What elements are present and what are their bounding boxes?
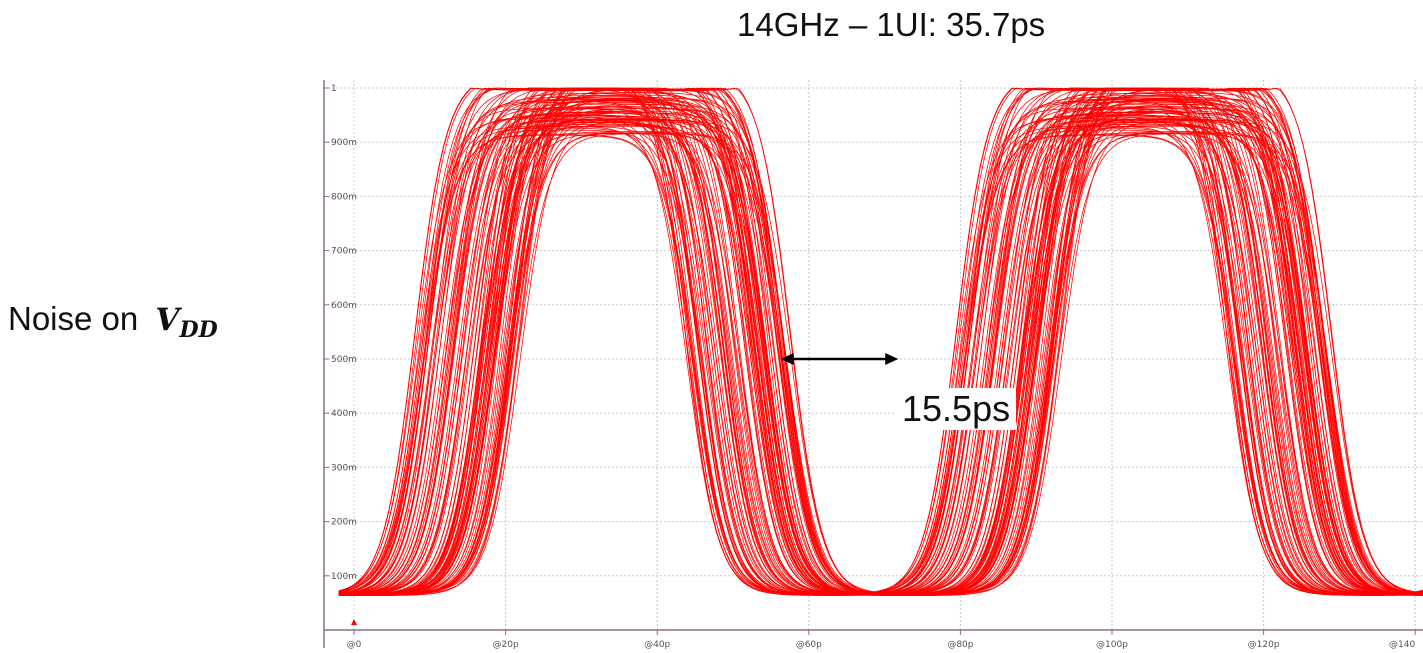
- eye-trace: [338, 119, 1423, 595]
- x-tick-label: @20p: [493, 640, 519, 650]
- arrow-head-left: [780, 353, 794, 365]
- eye-trace: [338, 106, 1423, 595]
- y-tick-label: 900m: [331, 138, 357, 148]
- vdd-symbol-subscript: DD: [179, 317, 218, 343]
- tick-labels: @0 @20p @40p @60p @80p @100p @120p @140 100m 200m…: [324, 84, 1416, 650]
- y-tick-label: 100m: [331, 572, 357, 582]
- vdd-symbol: VDD: [155, 302, 217, 343]
- eye-trace: [338, 107, 1423, 595]
- eye-trace: [338, 98, 1423, 596]
- vdd-symbol-letter: V: [155, 302, 180, 338]
- x-tick-label: @100p: [1096, 640, 1128, 650]
- y-tick-label: 800m: [331, 192, 357, 202]
- origin-marker: [351, 619, 357, 625]
- y-tick-label: 1: [331, 84, 337, 94]
- chart-title: 14GHz – 1UI: 35.7ps: [737, 6, 1046, 43]
- eye-trace: [338, 125, 1423, 595]
- x-tick-label: @40p: [644, 640, 670, 650]
- y-tick-label: 200m: [331, 518, 357, 528]
- axes-layer: [323, 80, 1423, 648]
- x-tick-label: @140: [1389, 640, 1415, 650]
- y-tick-label: 600m: [331, 301, 357, 311]
- side-label: Noise on VDD: [8, 300, 218, 343]
- arrow-head-right: [885, 353, 899, 365]
- x-tick-label: @80p: [947, 640, 973, 650]
- eye-traces: [338, 87, 1423, 596]
- y-tick-label: 300m: [331, 463, 357, 473]
- eye-trace: [338, 87, 1423, 596]
- eye-trace: [338, 125, 1423, 595]
- jitter-annotation: 15.5ps: [896, 388, 1017, 430]
- measurement-arrow: [780, 353, 899, 365]
- y-tick-label: 700m: [331, 247, 357, 257]
- side-label-text: Noise on: [8, 300, 148, 337]
- y-tick-label: 500m: [331, 355, 357, 365]
- eye-trace: [338, 88, 1423, 596]
- y-tick-label: 400m: [331, 409, 357, 419]
- x-tick-label: @60p: [796, 640, 822, 650]
- eye-trace: [338, 133, 1423, 595]
- x-tick-label: @120p: [1248, 640, 1280, 650]
- eye-trace: [338, 134, 1423, 595]
- x-tick-label: @0: [347, 640, 362, 650]
- eye-trace: [338, 114, 1423, 595]
